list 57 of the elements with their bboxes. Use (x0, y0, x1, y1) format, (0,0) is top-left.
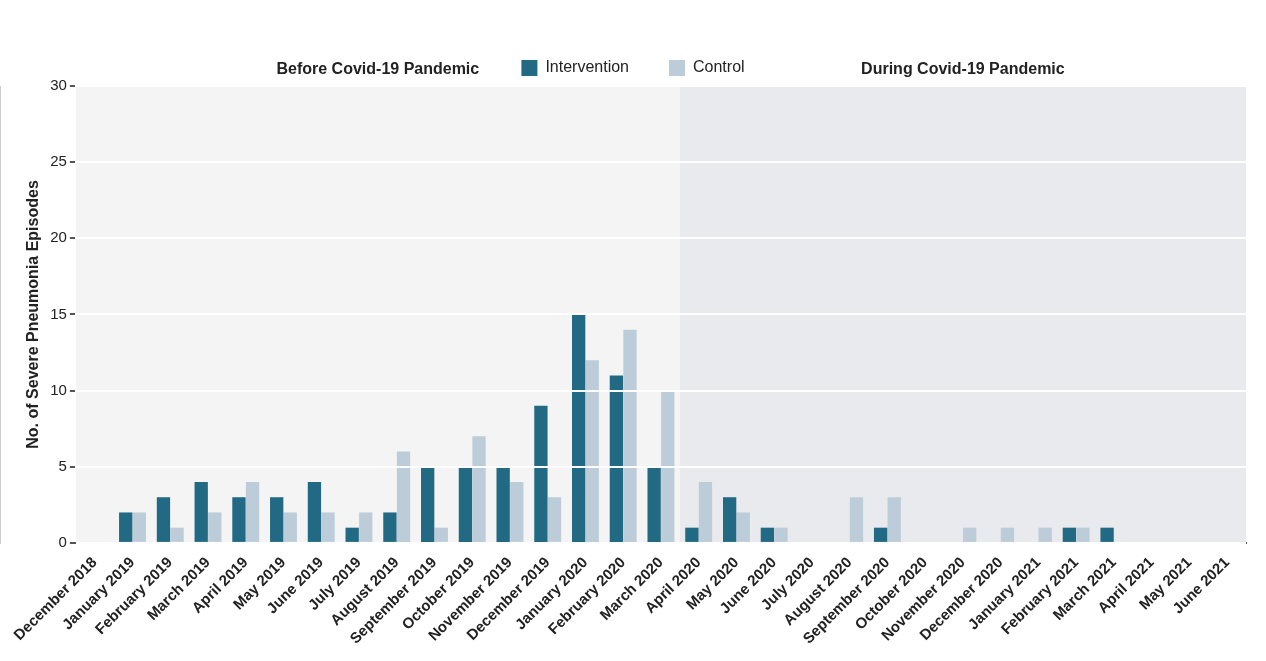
bar (345, 527, 359, 542)
legend-label: Control (693, 58, 745, 76)
bar (270, 497, 284, 542)
bar (421, 466, 435, 542)
bar (547, 497, 562, 542)
bar (623, 329, 637, 542)
y-tick-label: 10 (50, 380, 67, 398)
bar (1100, 527, 1114, 542)
bar (1076, 527, 1090, 542)
bar (283, 512, 297, 542)
bar (496, 466, 510, 542)
y-tick-label: 25 (50, 152, 67, 170)
y-tick-label: 15 (50, 304, 67, 322)
bar (736, 512, 750, 542)
bar (873, 527, 888, 542)
bar (963, 527, 977, 542)
bar (170, 527, 184, 542)
bar (458, 466, 473, 542)
bar (245, 481, 260, 542)
bar (609, 375, 624, 542)
band-label: Before Covid-19 Pandemic (276, 60, 480, 78)
bar (534, 405, 548, 542)
bar (156, 497, 171, 542)
band-label: During Covid-19 Pandemic (861, 60, 1065, 78)
bar (647, 466, 661, 542)
bar (585, 360, 599, 542)
y-tick-label: 20 (50, 228, 67, 246)
bar (1038, 527, 1052, 542)
bar (396, 451, 411, 542)
bar (132, 512, 146, 542)
bar (1062, 527, 1077, 542)
bar (383, 512, 397, 542)
bar (208, 512, 222, 542)
bar (572, 314, 586, 542)
y-tick-label: 5 (58, 456, 67, 474)
bar (685, 527, 699, 542)
bar (321, 512, 335, 542)
bar (1000, 527, 1015, 542)
y-tick-label: 0 (58, 533, 67, 551)
bar (359, 512, 373, 542)
bar (232, 497, 246, 542)
bar (698, 481, 713, 542)
bar (661, 390, 675, 542)
bar (119, 512, 133, 542)
bar (472, 436, 486, 542)
bar (849, 497, 864, 542)
bar (887, 497, 901, 542)
bar (760, 527, 775, 542)
bar (307, 481, 322, 542)
bar (434, 527, 448, 542)
bar (510, 481, 524, 542)
bar (774, 527, 788, 542)
y-tick-label: 30 (50, 76, 67, 94)
y-axis-title: No. of Severe Pneumonia Episodes (24, 180, 42, 449)
bar (722, 497, 737, 542)
bar (194, 481, 208, 542)
legend-label: Intervention (545, 58, 630, 76)
